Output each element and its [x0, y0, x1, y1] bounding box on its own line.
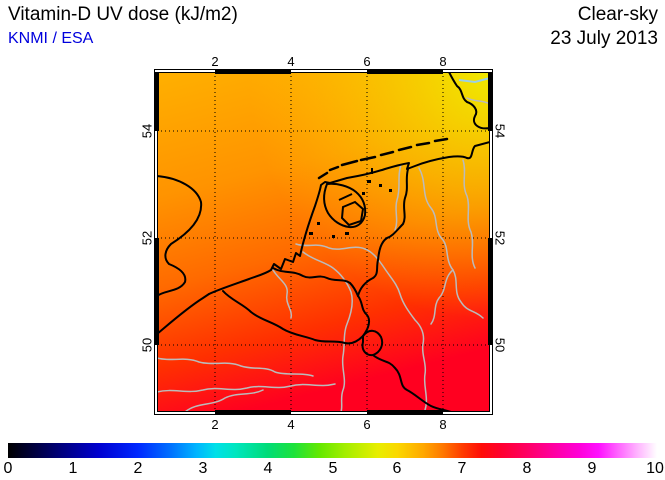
lat-tick-left-52: 52	[139, 230, 155, 246]
source-label: KNMI / ESA	[8, 30, 94, 47]
polders-and-lakes	[309, 168, 392, 238]
uv-dose-map	[154, 69, 493, 415]
cbar-label-5: 5	[328, 460, 338, 477]
wadden-islands	[317, 137, 449, 180]
border-nl-de	[357, 168, 409, 297]
map-frame	[154, 69, 493, 415]
lat-tick-left-50: 50	[139, 337, 155, 353]
border-luxembourg	[361, 329, 384, 357]
map-field	[157, 72, 490, 412]
lat-tick-right-54: 54	[492, 123, 508, 139]
border-be-fr	[222, 290, 364, 345]
coast-mainland	[208, 155, 468, 295]
river-scheldt	[272, 269, 293, 319]
cbar-label-4: 4	[263, 460, 273, 477]
cbar-label-8: 8	[522, 460, 532, 477]
river-oise	[184, 389, 264, 412]
coast-france	[157, 293, 210, 335]
field-gradient-overlay	[157, 72, 490, 412]
border-be-de	[357, 295, 371, 337]
ijsselmeer-outline	[323, 182, 367, 229]
page-title: Vitamin-D UV dose (kJ/m2)	[8, 4, 238, 25]
cbar-label-6: 6	[392, 460, 402, 477]
cbar-label-0: 0	[3, 460, 13, 477]
river-somme	[157, 357, 314, 377]
river-weser	[462, 159, 476, 269]
coast-elbe-south	[466, 141, 490, 160]
cbar-label-3: 3	[198, 460, 208, 477]
river-aisne	[157, 383, 336, 393]
rivers	[157, 97, 490, 412]
river-meuse	[302, 251, 353, 412]
lon-tick-bottom-4: 4	[287, 417, 295, 432]
graticule	[157, 72, 490, 412]
lat-tick-right-52: 52	[492, 230, 508, 246]
cbar-label-7: 7	[457, 460, 467, 477]
coast-denmark	[448, 72, 490, 130]
coastlines	[157, 72, 490, 412]
date-label: 23 July 2013	[550, 28, 658, 49]
lon-tick-bottom-8: 8	[439, 417, 447, 432]
lat-tick-right-50: 50	[492, 337, 508, 353]
lon-tick-top-6: 6	[363, 54, 371, 69]
border-nl-be	[272, 267, 359, 297]
outer-frame	[154, 69, 493, 415]
lon-tick-top-4: 4	[287, 54, 295, 69]
river-ems	[394, 164, 402, 231]
state-border-germany	[418, 167, 484, 319]
coast-england	[157, 175, 203, 297]
colorbar	[8, 443, 657, 458]
cbar-label-9: 9	[587, 460, 597, 477]
lon-tick-bottom-2: 2	[211, 417, 219, 432]
lat-tick-left-54: 54	[139, 123, 155, 139]
cbar-label-10: 10	[646, 460, 664, 477]
map-canvas	[154, 69, 493, 415]
cbar-label-1: 1	[68, 460, 78, 477]
river-rhine	[295, 243, 428, 411]
lon-tick-top-8: 8	[439, 54, 447, 69]
border-fr-de	[372, 354, 452, 412]
cbar-label-2: 2	[133, 460, 143, 477]
state-border-west	[430, 269, 454, 325]
condition-label: Clear-sky	[577, 4, 658, 25]
lon-tick-bottom-6: 6	[363, 417, 371, 432]
fjord-line	[458, 77, 490, 84]
lon-tick-top-2: 2	[211, 54, 219, 69]
